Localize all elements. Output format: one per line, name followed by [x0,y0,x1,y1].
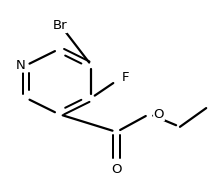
Text: Br: Br [52,19,67,32]
Text: F: F [122,71,130,84]
Text: N: N [16,59,26,72]
Text: O: O [111,163,122,176]
Text: O: O [154,108,164,121]
